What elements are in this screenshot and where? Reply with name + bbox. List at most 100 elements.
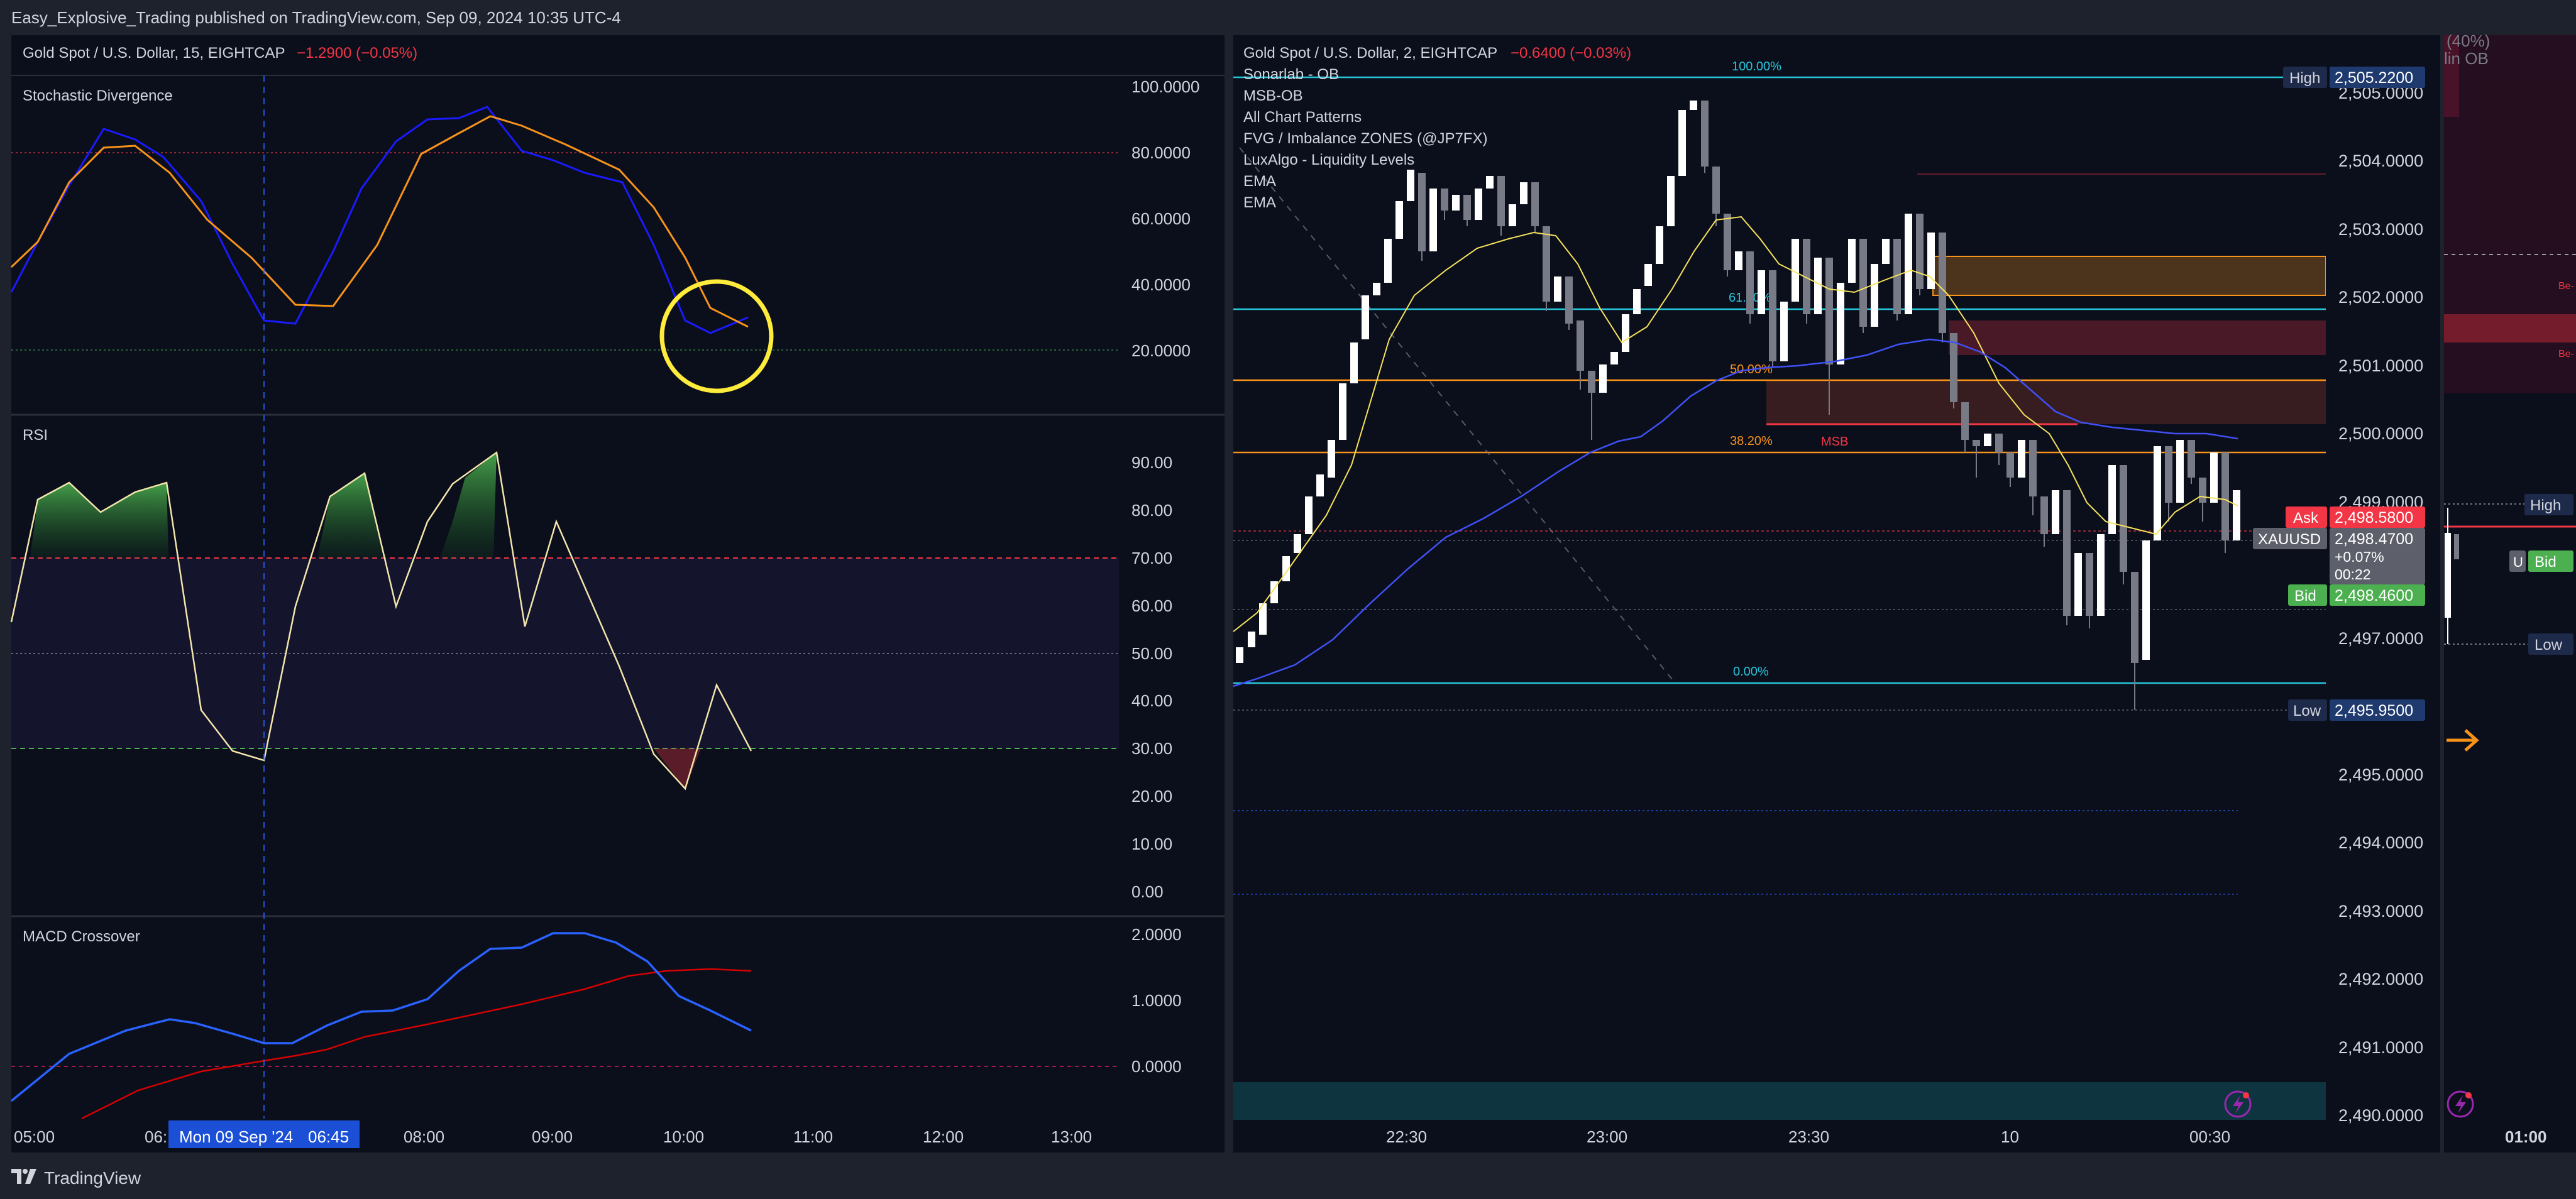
macd-pane[interactable]: MACD Crossover 2.0000 1.0000 0.0000 — [10, 925, 1182, 1120]
candle-body — [2029, 440, 2037, 496]
price-tick-2502: 2,502.0000 — [2338, 288, 2423, 307]
candle-body — [1814, 258, 1822, 314]
fib-label-0: 0.00% — [1733, 665, 1769, 679]
indicator-luxalgo[interactable]: LuxAlgo - Liquidity Levels — [1243, 151, 1414, 168]
candle-body — [1735, 251, 1742, 270]
candle-body — [1259, 603, 1267, 635]
left-time-axis[interactable]: 05:00 06: 08:00 09:00 10:00 11:00 12:00 … — [14, 1120, 1092, 1148]
rsi-tick-10: 10.00 — [1131, 835, 1172, 853]
candle-body — [1236, 647, 1243, 663]
candle-body — [1678, 110, 1686, 176]
candle-body — [1599, 364, 1607, 393]
candle-body — [2108, 465, 2116, 534]
indicator-list[interactable]: Sonarlab - OB MSB-OB All Chart Patterns … — [1243, 66, 1487, 211]
candle-body — [1610, 352, 1618, 364]
fib-label-382: 38.20% — [1730, 434, 1773, 448]
left-panel-bg — [11, 35, 1225, 1152]
price-tick-2491: 2,491.0000 — [2338, 1038, 2423, 1057]
candle-body — [1395, 201, 1403, 239]
price-tick-2494: 2,494.0000 — [2338, 833, 2423, 852]
candle-body — [1848, 239, 1856, 283]
candle-body — [1543, 226, 1550, 302]
candle-body — [1701, 101, 1709, 167]
left-time-0900: 09:00 — [532, 1127, 573, 1146]
candle-body — [1792, 239, 1799, 302]
stochastic-label: Stochastic Divergence — [23, 87, 173, 104]
rsi-pane[interactable]: RSI 90.00 80.00 70.00 60.00 50.00 40.00 … — [10, 427, 1172, 901]
right-panel-bg — [1233, 35, 2440, 1152]
stoch-tick-20: 20.0000 — [1131, 341, 1191, 360]
indicator-ema-1[interactable]: EMA — [1243, 173, 1276, 190]
indicator-chart-patterns[interactable]: All Chart Patterns — [1243, 109, 1362, 126]
candlestick-series[interactable] — [1236, 101, 2240, 710]
candle-body — [2221, 452, 2229, 540]
candle-body — [1463, 195, 1471, 220]
candle-body — [1961, 402, 1969, 440]
candle-body — [1724, 214, 1731, 270]
candle-body — [2233, 490, 2240, 540]
far-lightning-icon[interactable] — [2447, 1090, 2474, 1118]
ob-zone-red — [1949, 320, 2326, 355]
stochastic-pane[interactable]: Stochastic Divergence 100.0000 80.0000 6… — [10, 75, 1225, 393]
rsi-tick-0: 0.00 — [1131, 882, 1164, 901]
right-time-2230: 22:30 — [1386, 1127, 1427, 1146]
candle-body — [1350, 342, 1358, 383]
candle-body — [1893, 239, 1901, 314]
left-chart-panel[interactable]: Gold Spot / U.S. Dollar, 15, EIGHTCAP −1… — [10, 35, 1225, 1152]
left-time-1300: 13:00 — [1051, 1127, 1092, 1146]
candle-body — [2131, 572, 2138, 663]
candle-body — [1475, 189, 1482, 220]
rsi-tick-40: 40.00 — [1131, 691, 1172, 710]
svg-text:2,498.4600: 2,498.4600 — [2335, 587, 2413, 605]
rsi-tick-60: 60.00 — [1131, 596, 1172, 615]
indicator-fvg[interactable]: FVG / Imbalance ZONES (@JP7FX) — [1243, 130, 1487, 147]
right-price-axis[interactable]: 2,505.0000 2,504.0000 2,503.0000 2,502.0… — [2253, 35, 2440, 1125]
candle-body — [1758, 270, 1765, 314]
left-chart-change: −1.2900 (−0.05%) — [297, 45, 417, 62]
candle-body — [1429, 189, 1437, 251]
rsi-band — [11, 558, 1119, 748]
svg-text:Low: Low — [2293, 703, 2321, 720]
svg-text:XAUUSD: XAUUSD — [2258, 531, 2321, 548]
left-chart-title: Gold Spot / U.S. Dollar, 15, EIGHTCAP — [23, 45, 285, 62]
candle-body — [1656, 226, 1663, 264]
right-time-axis[interactable]: 22:30 23:00 23:30 10 00:30 — [1386, 1127, 2230, 1146]
low-price-tag: Low 2,495.9500 — [2288, 699, 2425, 721]
candle-body — [1565, 276, 1573, 324]
price-tick-2493: 2,493.0000 — [2338, 902, 2423, 921]
candle-body — [1871, 264, 1878, 327]
candle-body — [1712, 167, 1720, 214]
indicator-ema-2[interactable]: EMA — [1243, 194, 1276, 211]
svg-text:Bid: Bid — [2294, 588, 2316, 605]
candle-body — [2176, 440, 2184, 503]
candle-body — [1339, 383, 1346, 440]
rsi-tick-30: 30.00 — [1131, 739, 1172, 758]
svg-text:+0.07%: +0.07% — [2335, 549, 2384, 565]
svg-text:Low: Low — [2535, 637, 2563, 654]
lightning-icon[interactable] — [2224, 1090, 2252, 1118]
price-tick-2501: 2,501.0000 — [2338, 356, 2423, 375]
candle-body — [2074, 553, 2082, 616]
pattern-diagonal — [1239, 147, 1676, 684]
right-chart-panel[interactable]: MSB 100.00% 61.80% 50.00% 38.20% 0.00% G… — [1233, 35, 2440, 1152]
tradingview-brand[interactable]: TradingView — [44, 1168, 141, 1188]
candle-body — [1916, 214, 1924, 289]
candle-body — [1248, 632, 1255, 647]
ema-slow-line — [1233, 338, 2238, 687]
symbol-price-tag: XAUUSD 2,498.4700 +0.07% 00:22 — [2253, 528, 2425, 584]
right-time-2330: 23:30 — [1788, 1127, 1829, 1146]
candle-body — [2040, 496, 2048, 534]
candle-body — [2120, 465, 2127, 572]
candle-body — [1825, 258, 1833, 364]
fib-label-100: 100.00% — [1732, 60, 1781, 74]
rsi-tick-50: 50.00 — [1131, 644, 1172, 663]
indicator-sonarlab[interactable]: Sonarlab - OB — [1243, 66, 1339, 83]
indicator-msb-ob[interactable]: MSB-OB — [1243, 87, 1303, 104]
price-tick-2497: 2,497.0000 — [2338, 629, 2423, 648]
candle-body — [1520, 182, 1527, 204]
far-right-panel[interactable]: (40%) lin OB Be- Be- High U Bid Low — [2444, 31, 2576, 1152]
candle-body — [1441, 189, 1448, 211]
candle-body — [1644, 264, 1652, 286]
rsi-tick-80: 80.00 — [1131, 501, 1172, 520]
